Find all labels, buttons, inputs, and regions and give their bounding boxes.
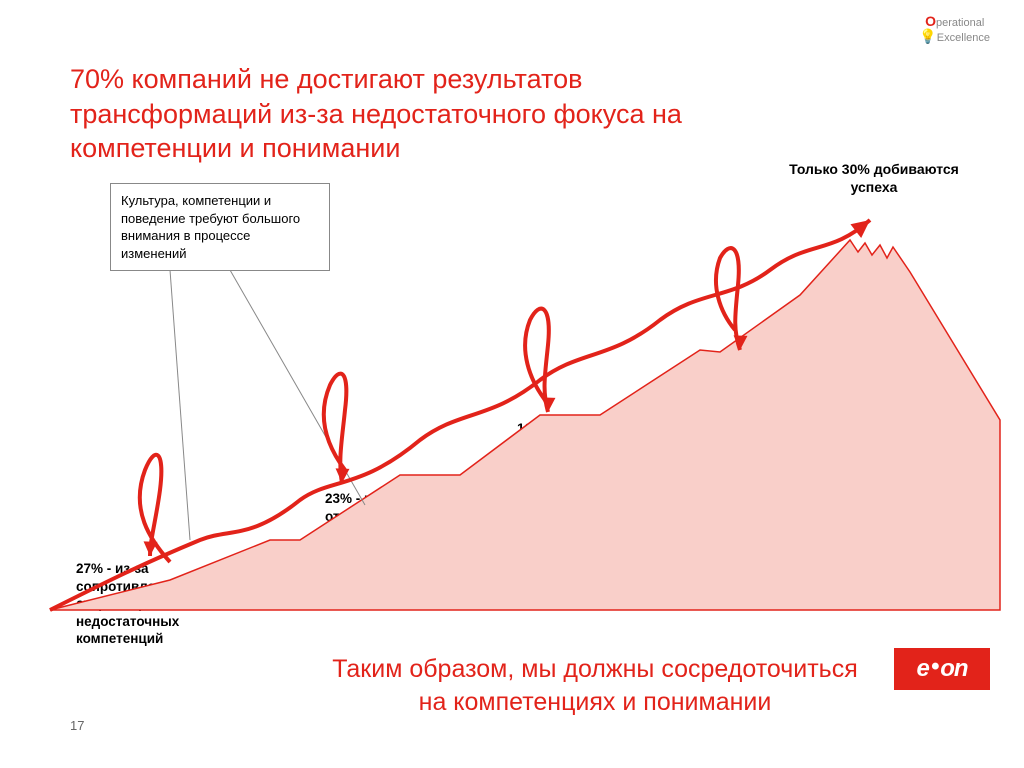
drop-arrow-4 [716,248,740,350]
success-arrowhead-icon [850,220,870,238]
drop-arrowhead-icon-3 [542,397,556,412]
drop-arrow-2 [324,374,347,483]
mountain-shape [50,240,1000,610]
culture-callout-box: Культура, компетенции и поведение требую… [110,183,330,271]
drop-arrowhead-icon-1 [144,541,158,556]
drop-arrow-3 [525,309,549,412]
mountain-chart [0,0,1024,768]
callout-leader-1 [170,270,190,540]
